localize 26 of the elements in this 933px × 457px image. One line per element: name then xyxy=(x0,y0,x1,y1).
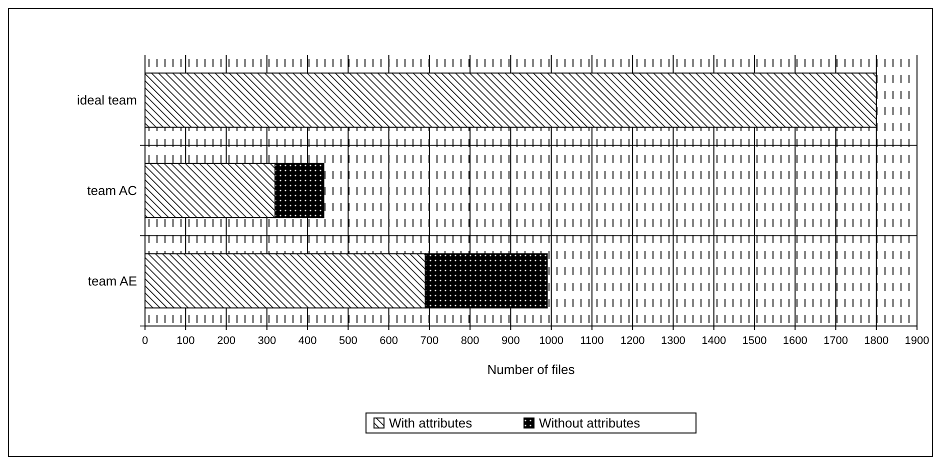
x-tick-label: 1900 xyxy=(904,335,930,347)
x-tick-label: 0 xyxy=(142,335,148,347)
legend-label: Without attributes xyxy=(539,416,641,430)
x-tick-label: 1200 xyxy=(620,335,645,347)
x-tick-label: 1100 xyxy=(580,335,604,347)
y-tick-label: team AE xyxy=(88,273,138,288)
x-tick-label: 400 xyxy=(298,335,317,347)
x-tick-label: 900 xyxy=(502,335,520,347)
x-tick-label: 1700 xyxy=(823,335,848,347)
legend-label: With attributes xyxy=(389,416,473,430)
x-axis-title: Number of files xyxy=(487,362,576,377)
x-tick-label: 800 xyxy=(460,335,480,347)
x-tick-label: 1000 xyxy=(539,335,564,347)
x-tick-label: 500 xyxy=(338,335,358,347)
y-tick-label: ideal team xyxy=(77,92,137,108)
x-tick-label: 1500 xyxy=(742,335,767,347)
x-tick-label: 700 xyxy=(420,335,439,347)
x-tick-label: 100 xyxy=(176,335,195,347)
x-tick-label: 1400 xyxy=(702,335,726,347)
x-tick-label: 200 xyxy=(217,335,236,347)
x-tick-label: 1600 xyxy=(782,335,808,347)
y-tick-label: team AC xyxy=(87,183,137,198)
x-tick-label: 1300 xyxy=(660,335,686,347)
x-tick-label: 600 xyxy=(380,335,398,347)
x-tick-label: 300 xyxy=(258,335,276,347)
x-tick-label: 1800 xyxy=(864,335,889,347)
